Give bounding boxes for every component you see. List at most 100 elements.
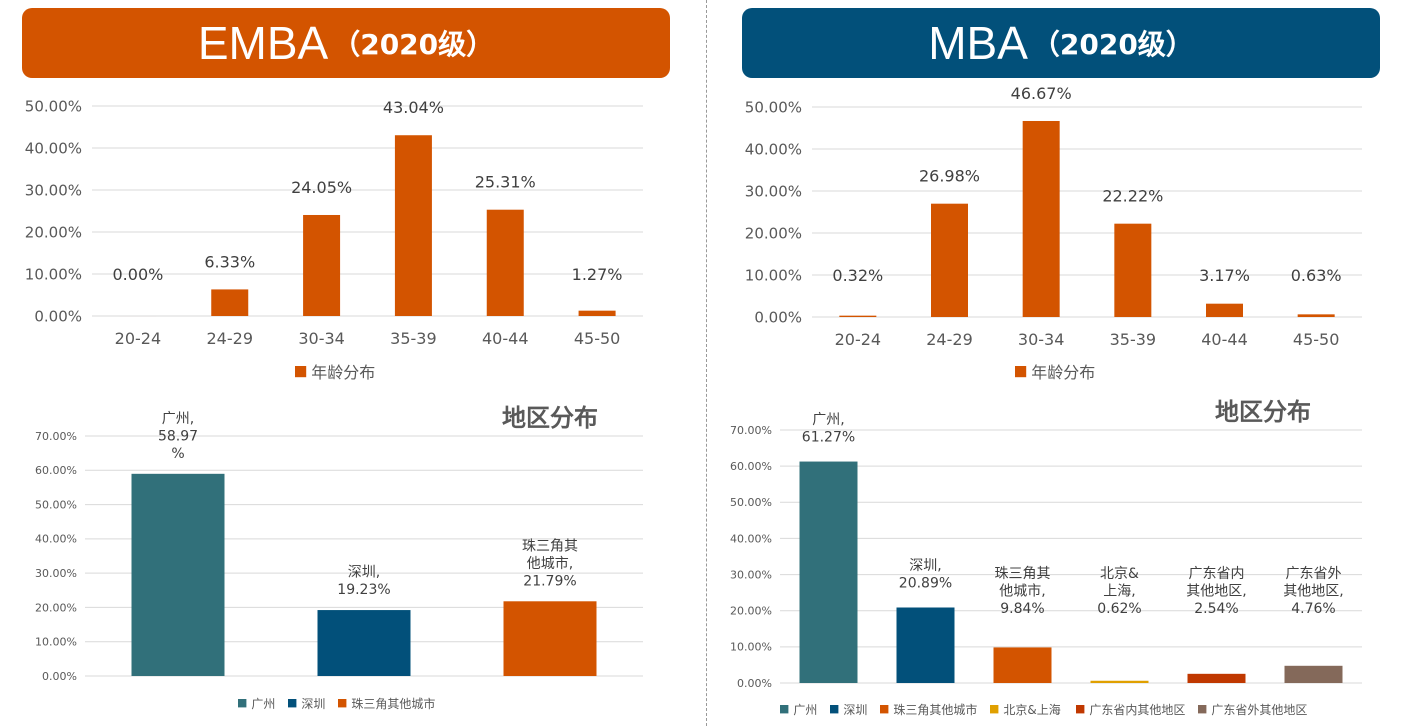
mba-region-bar: [1090, 680, 1149, 683]
mba-region-bar: [1187, 673, 1246, 683]
mba-subtitle: （2020级）: [1031, 28, 1194, 61]
mba-age-category-label: 35-39: [1110, 330, 1157, 349]
emba-age-ytick-label: 10.00%: [25, 265, 82, 283]
mba-age-data-label: 0.32%: [832, 266, 883, 285]
mba-age-bar: [1206, 303, 1243, 317]
mba-region-legend-label: 珠三角其他城市: [893, 702, 977, 717]
mba-region-ytick-label: 0.00%: [737, 677, 772, 690]
mba-age-category-label: 40-44: [1201, 330, 1248, 349]
emba-age-legend-label: 年龄分布: [311, 363, 375, 382]
mba-age-category-label: 30-34: [1018, 330, 1065, 349]
mba-region-legend-label: 广东省内其他地区: [1089, 703, 1185, 717]
emba-age-bar: [211, 289, 249, 316]
mba-age-bar: [839, 315, 877, 317]
emba-region-data-label: 21.79%: [523, 573, 576, 589]
emba-age-bar: [394, 135, 432, 316]
emba-region-title: 地区分布: [502, 404, 598, 432]
mba-region-bar: [799, 461, 858, 683]
mba-age-ytick-label: 0.00%: [754, 308, 802, 326]
emba-region-bar: [131, 473, 225, 676]
mba-region-legend-swatch: [780, 705, 789, 714]
mba-region-ytick-label: 20.00%: [730, 605, 772, 618]
mba-region-legend-swatch: [830, 705, 839, 714]
emba-age-category-label: 20-24: [115, 329, 162, 348]
mba-age-category-label: 45-50: [1293, 330, 1340, 349]
mba-region-legend-label: 广东省外其他地区: [1211, 703, 1307, 717]
mba-age-data-label: 46.67%: [1011, 84, 1072, 103]
emba-region-ytick-label: 40.00%: [35, 533, 77, 546]
emba-region-data-label: 深圳,: [348, 565, 380, 581]
mba-region-ytick-label: 10.00%: [730, 641, 772, 654]
emba-region-bar: [503, 601, 597, 676]
mba-age-data-label: 22.22%: [1102, 187, 1163, 206]
mba-region-data-label: 北京&: [1100, 566, 1139, 582]
emba-age-ytick-label: 20.00%: [25, 223, 82, 241]
mba-region-data-label: 深圳,: [909, 558, 941, 574]
emba-region-data-label: 珠三角其: [522, 538, 578, 554]
mba-region-data-label: 广东省内: [1189, 566, 1245, 582]
emba-region-ytick-label: 50.00%: [35, 498, 77, 511]
emba-age-legend-swatch: [295, 366, 307, 378]
emba-age-ytick-label: 40.00%: [25, 139, 82, 157]
mba-age-bar: [1022, 120, 1060, 318]
emba-region-ytick-label: 20.00%: [35, 601, 77, 614]
mba-age-ytick-label: 40.00%: [745, 140, 802, 158]
mba-region-ytick-label: 30.00%: [730, 568, 772, 581]
mba-age-bar: [1297, 314, 1335, 317]
mba-region-title: 地区分布: [1215, 398, 1311, 426]
mba-region-legend-label: 深圳: [843, 703, 867, 717]
emba-age-ytick-label: 0.00%: [34, 307, 82, 325]
mba-region-legend-swatch: [880, 705, 889, 714]
mba-region-data-label: 广东省外: [1286, 566, 1342, 582]
emba-subtitle: （2020级）: [332, 28, 495, 61]
mba-age-ytick-label: 30.00%: [745, 182, 802, 200]
emba-age-data-label: 43.04%: [383, 98, 444, 117]
emba-age-data-label: 25.31%: [475, 173, 536, 192]
emba-age-bar: [303, 214, 341, 316]
emba-age-category-label: 40-44: [482, 329, 529, 348]
emba-age-category-label: 30-34: [298, 329, 345, 348]
mba-region-legend-label: 北京&上海: [1003, 702, 1060, 717]
mba-region-data-label: 4.76%: [1291, 601, 1335, 617]
mba-region-data-label: 2.54%: [1194, 601, 1238, 617]
emba-region-legend-swatch: [288, 699, 297, 708]
mba-region-ytick-label: 40.00%: [730, 532, 772, 545]
mba-region-data-label: 珠三角其: [995, 566, 1051, 582]
emba-age-data-label: 1.27%: [572, 265, 623, 284]
emba-age-category-label: 35-39: [390, 329, 437, 348]
mba-region-legend-swatch: [990, 705, 999, 714]
mba-age-ytick-label: 10.00%: [745, 266, 802, 284]
mba-age-category-label: 20-24: [835, 330, 882, 349]
mba-region-bar: [896, 607, 955, 683]
emba-region-legend-swatch: [338, 699, 347, 708]
mba-region-data-label: 其他地区,: [1186, 584, 1246, 600]
mba-region-ytick-label: 60.00%: [730, 460, 772, 473]
mba-region-data-label: 上海,: [1103, 584, 1135, 600]
mba-age-bar: [931, 203, 968, 317]
mba-region-data-label: 他城市,: [999, 583, 1045, 600]
emba-region-data-label: 58.97: [158, 428, 198, 444]
mba-age-ytick-label: 20.00%: [745, 224, 802, 242]
mba-region-legend-swatch: [1198, 705, 1207, 714]
emba-region-ytick-label: 70.00%: [35, 430, 77, 443]
emba-region-ytick-label: 10.00%: [35, 636, 77, 649]
mba-age-data-label: 3.17%: [1199, 266, 1250, 285]
emba-region-legend-label: 深圳: [301, 697, 325, 711]
mba-region-ytick-label: 70.00%: [730, 424, 772, 437]
mba-region-bar: [993, 647, 1052, 683]
emba-age-bar: [578, 310, 616, 316]
mba-age-ytick-label: 50.00%: [745, 98, 802, 116]
emba-age-bar: [486, 209, 524, 316]
mba-region-data-label: 广州,: [812, 412, 844, 428]
emba-age-ytick-label: 50.00%: [25, 97, 82, 115]
emba-age-data-label: 0.00%: [113, 265, 164, 284]
emba-region-bar: [317, 610, 411, 676]
emba-region-data-label: 广州,: [162, 411, 194, 427]
emba-age-data-label: 24.05%: [291, 178, 352, 197]
mba-region-data-label: 20.89%: [899, 575, 952, 591]
mba-region-bar: [1284, 665, 1343, 683]
mba-region-legend-swatch: [1076, 705, 1085, 714]
emba-region-legend-label: 广州: [251, 697, 275, 711]
mba-age-data-label: 0.63%: [1291, 266, 1342, 285]
emba-region-data-label: %: [171, 446, 184, 462]
